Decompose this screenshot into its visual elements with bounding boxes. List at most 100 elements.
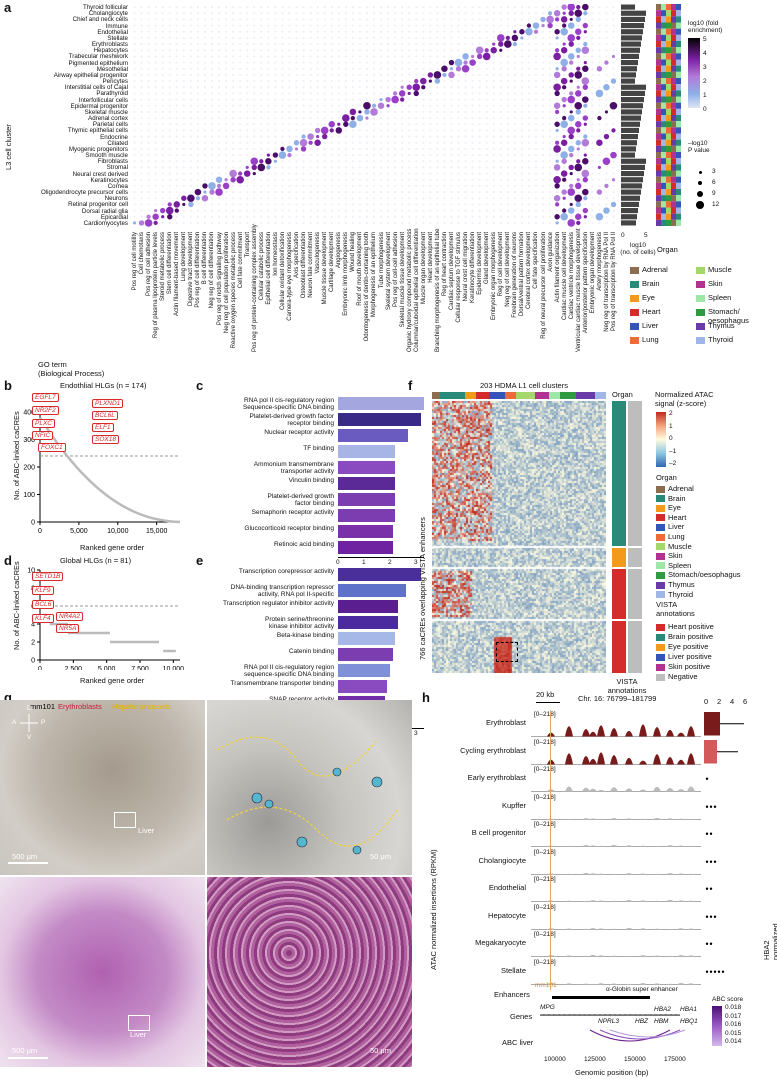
empty-dot [478,42,481,46]
enrichment-dot [576,159,581,164]
empty-dot [224,166,228,169]
empty-dot [253,61,256,64]
empty-dot [189,104,192,107]
empty-dot [386,30,390,33]
empty-dot [429,160,432,163]
vista-block [628,401,642,546]
empty-dot [457,49,460,52]
atac-peak [597,845,605,847]
empty-dot [429,86,432,89]
expr-dot [717,970,721,973]
empty-dot [196,30,200,33]
empty-dot [457,92,460,95]
cell-label: Keratinocytes [90,176,129,184]
empty-dot [232,36,235,40]
enrichment-dot [553,195,561,202]
empty-dot [337,36,340,40]
empty-dot [246,123,249,126]
empty-dot [612,5,615,9]
empty-dot [457,147,460,151]
organ-cell [661,127,666,134]
organ-cell [661,115,666,122]
empty-dot [379,215,383,218]
enrichment-dot [569,110,573,114]
empty-dot [492,12,495,15]
empty-dot [140,79,143,83]
empty-dot [492,110,495,114]
empty-dot [267,110,270,114]
empty-dot [492,153,495,157]
f-vista-title: VISTA annotations [656,600,695,618]
enrichment-dot [161,215,165,219]
empty-dot [591,5,594,9]
empty-dot [281,55,284,58]
empty-dot [485,61,488,64]
enrichment-dot [562,11,566,15]
empty-dot [408,172,411,175]
organ-cell [666,213,671,220]
enrichment-dot [208,182,216,190]
empty-dot [429,42,432,46]
empty-dot [133,110,136,114]
organ-cell [656,10,661,17]
enrichment-dot [569,17,573,22]
empty-dot [534,172,538,175]
go-term-label: Reg of cell development [498,232,505,297]
empty-dot [612,135,615,138]
empty-dot [584,55,587,58]
empty-dot [365,92,369,95]
empty-dot [267,104,270,107]
organ-cell [656,195,661,202]
d-xlabel: Ranked gene order [80,676,145,685]
expr-tick: 6 [743,697,748,706]
enrichment-dot [455,66,462,72]
empty-dot [591,67,594,70]
empty-dot [506,86,509,89]
empty-dot [408,123,411,126]
empty-dot [499,221,502,225]
empty-dot [189,215,192,218]
empty-dot [224,104,228,107]
empty-dot [217,98,221,101]
cell-label: Parietal cells [92,121,128,129]
empty-dot [274,147,277,151]
empty-dot [224,153,228,157]
f-vista-name: Brain positive [668,632,714,641]
empty-dot [436,197,439,200]
enrichment-dot [462,53,469,60]
empty-dot [534,166,538,169]
empty-dot [401,141,404,144]
empty-dot [224,61,228,64]
enrichment-dot [562,134,566,139]
empty-dot [330,36,333,40]
cell-label: Cornea [107,182,128,190]
empty-dot [401,153,404,157]
empty-dot [274,104,277,107]
empty-dot [379,67,383,70]
f-vista-name: Skin positive [668,662,711,671]
go-term-label: Steroid metabolic process [160,232,167,302]
empty-dot [394,221,397,225]
empty-dot [344,221,347,225]
empty-dot [548,197,552,200]
enrichment-dot [554,29,560,35]
empty-dot [253,221,256,225]
empty-dot [246,18,249,21]
atac-peak [565,982,573,984]
empty-dot [443,135,446,138]
enrichment-dot [377,102,385,109]
empty-dot [154,184,157,188]
empty-dot [337,61,340,64]
empty-dot [570,197,573,200]
empty-dot [175,110,178,114]
empty-dot [323,73,326,77]
empty-dot [274,5,277,9]
p-tick: 3 [712,168,716,175]
enrichment-dot [554,140,560,145]
empty-dot [499,24,502,27]
empty-dot [210,197,214,200]
empty-dot [147,203,150,206]
empty-dot [140,5,143,9]
empty-dot [541,116,545,120]
enrichment-dot [379,97,383,102]
